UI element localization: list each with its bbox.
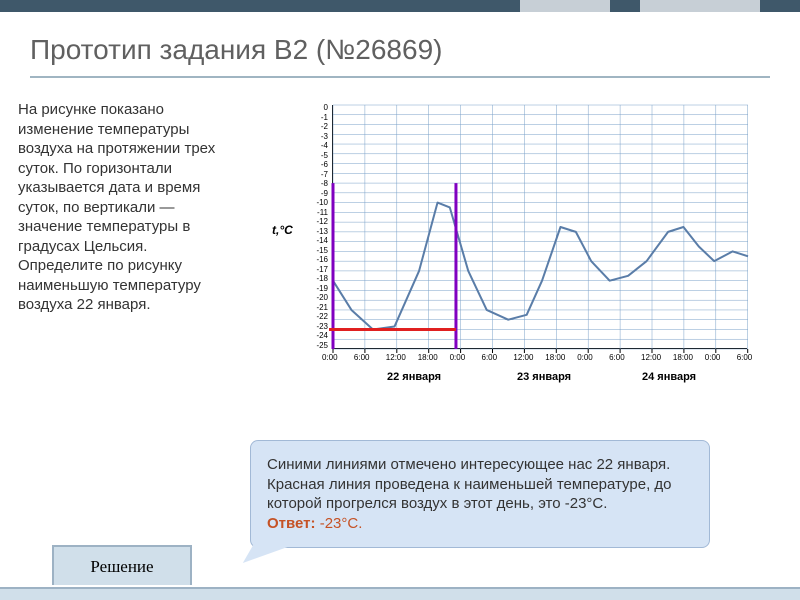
chart-x-axis: 0:006:0012:0018:000:006:0012:0018:000:00… (332, 353, 747, 365)
chart-plot-area (332, 105, 747, 349)
chart-y-label: t,°C (272, 223, 293, 237)
chart-container: 0-1-2-3-4-5-6-7-8-9-10-11-12-13-14-15-16… (260, 95, 760, 405)
decor-topbar (0, 0, 800, 12)
solution-callout: Синими линиями отмечено интересующее нас… (250, 440, 710, 548)
decor-seg (640, 0, 760, 12)
chart-x-day-labels: 22 января23 января24 января (332, 371, 747, 387)
callout-tail (243, 545, 293, 563)
answer-value: -23°C. (316, 515, 363, 532)
title-underline (30, 76, 770, 78)
decor-seg (520, 0, 610, 12)
page-title: Прототип задания B2 (№26869) (30, 34, 442, 66)
decor-seg (620, 0, 640, 12)
chart-y-axis: 0-1-2-3-4-5-6-7-8-9-10-11-12-13-14-15-16… (300, 103, 328, 350)
footer-bar (0, 587, 800, 600)
answer-label: Ответ: (267, 515, 316, 532)
solution-tab[interactable]: Решение (52, 545, 192, 585)
callout-text: Синими линиями отмечено интересующее нас… (267, 456, 672, 512)
decor-seg (762, 0, 800, 12)
problem-description: На рисунке показано изменение температур… (18, 100, 228, 315)
